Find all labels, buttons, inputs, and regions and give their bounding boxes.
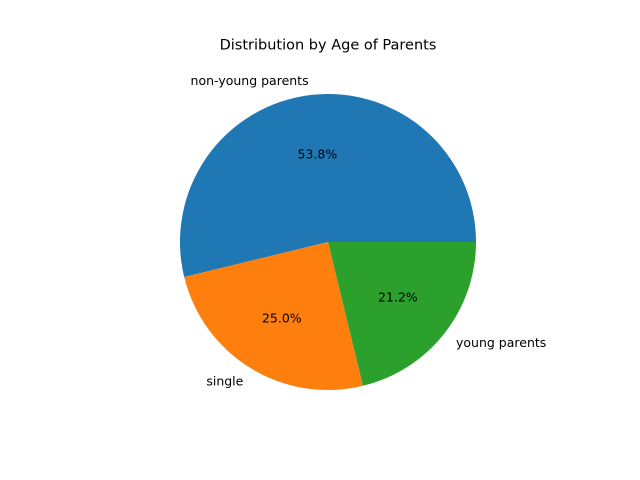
- pct-label-non-young-parents: 53.8%: [298, 146, 338, 161]
- category-label-single: single: [206, 374, 243, 389]
- pct-label-young-parents: 21.2%: [378, 289, 418, 304]
- category-label-non-young-parents: non-young parents: [191, 73, 309, 88]
- pie-slices: [180, 93, 476, 390]
- pie-slice-non-young-parents: [180, 93, 476, 277]
- pie-slice-young-parents: [328, 242, 476, 386]
- chart-title: Distribution by Age of Parents: [220, 38, 437, 54]
- pie-slice-single: [184, 242, 363, 390]
- pct-label-single: 25.0%: [262, 310, 302, 325]
- pie-labels: 53.8% non-young parents 25.0% single 21.2% yo…: [191, 73, 547, 389]
- category-label-young-parents: young parents: [456, 335, 546, 350]
